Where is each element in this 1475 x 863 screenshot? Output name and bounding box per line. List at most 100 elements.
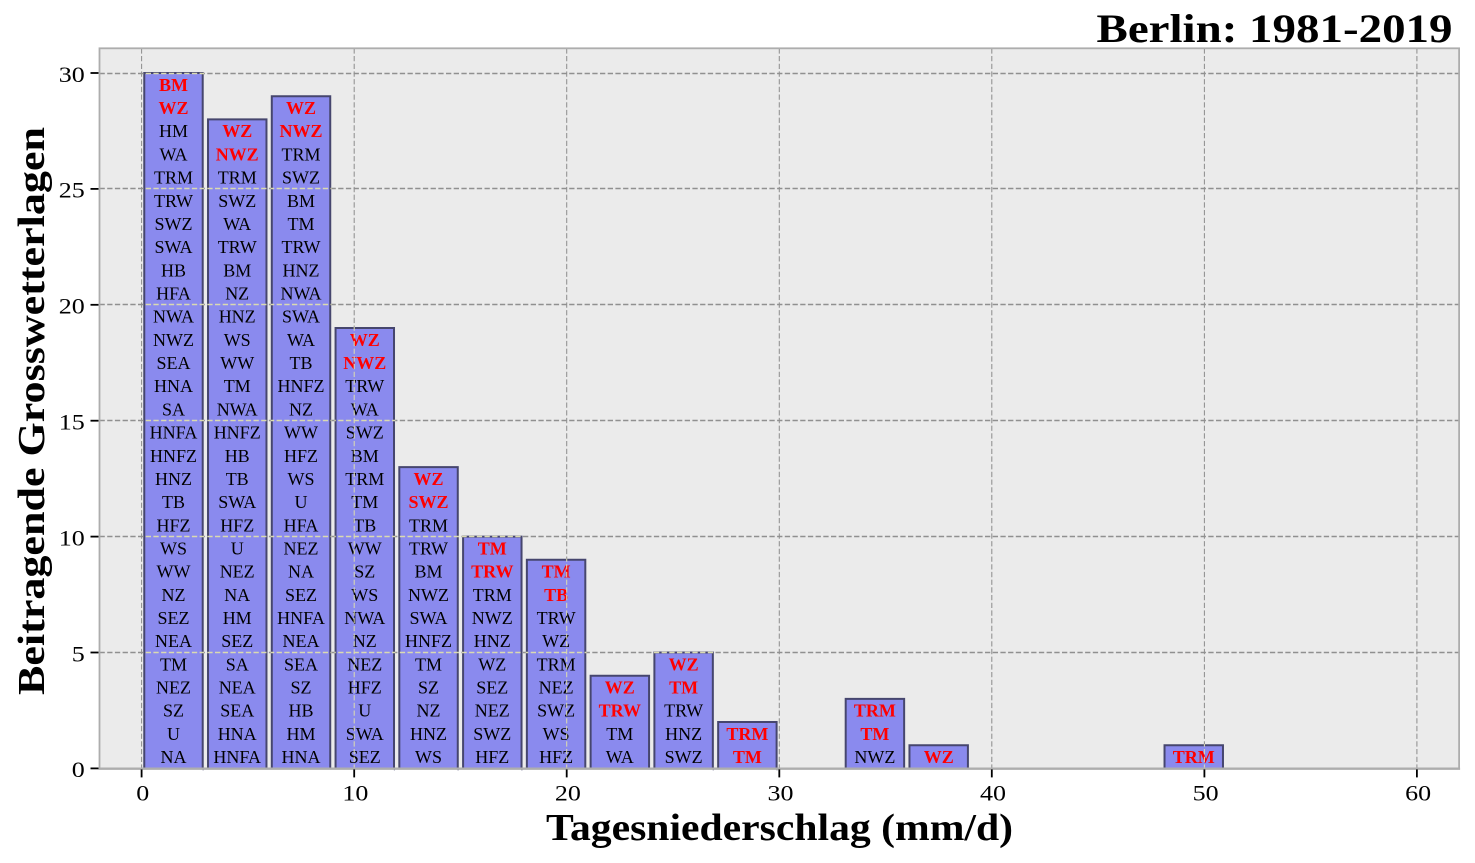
svg-text:SZ: SZ bbox=[163, 701, 184, 721]
svg-text:HNFA: HNFA bbox=[150, 423, 198, 443]
svg-text:NEZ: NEZ bbox=[156, 678, 191, 698]
svg-text:WS: WS bbox=[351, 585, 378, 605]
svg-text:U: U bbox=[295, 492, 308, 512]
svg-text:WZ: WZ bbox=[924, 747, 954, 767]
svg-text:BM: BM bbox=[159, 75, 188, 95]
svg-text:TM: TM bbox=[733, 747, 762, 767]
svg-text:SEZ: SEZ bbox=[157, 608, 189, 628]
svg-text:0: 0 bbox=[72, 757, 85, 782]
svg-text:SZ: SZ bbox=[290, 678, 311, 698]
svg-text:SWZ: SWZ bbox=[537, 701, 575, 721]
svg-text:SWZ: SWZ bbox=[282, 168, 320, 188]
svg-text:WA: WA bbox=[606, 747, 634, 767]
svg-text:NZ: NZ bbox=[353, 631, 377, 651]
svg-text:NWA: NWA bbox=[217, 399, 258, 419]
svg-text:NA: NA bbox=[161, 747, 187, 767]
svg-text:WA: WA bbox=[160, 144, 188, 164]
svg-text:NEZ: NEZ bbox=[284, 539, 319, 559]
svg-text:HFZ: HFZ bbox=[156, 515, 190, 535]
svg-text:NZ: NZ bbox=[417, 701, 441, 721]
svg-text:TRM: TRM bbox=[473, 585, 512, 605]
svg-text:HNA: HNA bbox=[282, 747, 321, 767]
svg-text:TRM: TRM bbox=[1173, 747, 1215, 767]
svg-text:10: 10 bbox=[342, 780, 368, 805]
svg-text:SWA: SWA bbox=[282, 307, 320, 327]
svg-text:TM: TM bbox=[860, 724, 889, 744]
svg-text:WZ: WZ bbox=[158, 98, 188, 118]
svg-text:HNZ: HNZ bbox=[410, 724, 447, 744]
svg-text:TRM: TRM bbox=[281, 144, 320, 164]
svg-text:SEZ: SEZ bbox=[285, 585, 317, 605]
svg-text:NZ: NZ bbox=[225, 284, 249, 304]
svg-text:SWZ: SWZ bbox=[155, 214, 193, 234]
svg-text:TRM: TRM bbox=[409, 515, 448, 535]
svg-text:HNZ: HNZ bbox=[665, 724, 702, 744]
svg-text:NA: NA bbox=[224, 585, 250, 605]
svg-text:TRW: TRW bbox=[282, 237, 321, 257]
svg-text:TRW: TRW bbox=[471, 562, 513, 582]
svg-text:WS: WS bbox=[160, 539, 187, 559]
svg-text:SA: SA bbox=[162, 399, 185, 419]
svg-text:SA: SA bbox=[226, 654, 249, 674]
svg-text:HM: HM bbox=[286, 724, 315, 744]
svg-text:WS: WS bbox=[288, 469, 315, 489]
svg-text:NEZ: NEZ bbox=[220, 562, 255, 582]
svg-text:WS: WS bbox=[415, 747, 442, 767]
svg-text:BM: BM bbox=[223, 260, 251, 280]
svg-text:NA: NA bbox=[288, 562, 314, 582]
svg-text:HNZ: HNZ bbox=[155, 469, 192, 489]
svg-text:SWA: SWA bbox=[154, 237, 192, 257]
svg-text:WZ: WZ bbox=[542, 631, 570, 651]
svg-text:SZ: SZ bbox=[418, 678, 439, 698]
svg-text:TRW: TRW bbox=[154, 191, 193, 211]
svg-text:TRM: TRM bbox=[154, 168, 193, 188]
svg-text:U: U bbox=[358, 701, 371, 721]
svg-text:WZ: WZ bbox=[222, 121, 252, 141]
svg-text:HFZ: HFZ bbox=[220, 515, 254, 535]
svg-text:WZ: WZ bbox=[605, 678, 635, 698]
svg-text:SEA: SEA bbox=[156, 353, 190, 373]
svg-text:TRW: TRW bbox=[599, 701, 641, 721]
svg-text:HFZ: HFZ bbox=[348, 678, 382, 698]
svg-text:NWA: NWA bbox=[153, 307, 194, 327]
svg-text:SWA: SWA bbox=[346, 724, 384, 744]
svg-text:SWZ: SWZ bbox=[218, 191, 256, 211]
svg-text:20: 20 bbox=[59, 294, 85, 319]
svg-text:SWZ: SWZ bbox=[473, 724, 511, 744]
svg-text:SEZ: SEZ bbox=[349, 747, 381, 767]
svg-text:WS: WS bbox=[224, 330, 251, 350]
svg-text:TRM: TRM bbox=[726, 724, 768, 744]
svg-text:30: 30 bbox=[768, 780, 794, 805]
svg-text:HFZ: HFZ bbox=[539, 747, 573, 767]
svg-text:5: 5 bbox=[72, 641, 85, 666]
svg-text:TB: TB bbox=[289, 353, 312, 373]
svg-text:60: 60 bbox=[1405, 780, 1431, 805]
svg-text:HFA: HFA bbox=[284, 515, 319, 535]
svg-text:SEA: SEA bbox=[284, 654, 318, 674]
svg-text:SWZ: SWZ bbox=[665, 747, 703, 767]
svg-text:SEZ: SEZ bbox=[476, 678, 508, 698]
svg-text:30: 30 bbox=[59, 62, 85, 87]
svg-text:NEA: NEA bbox=[283, 631, 320, 651]
svg-text:NWA: NWA bbox=[344, 608, 385, 628]
svg-text:WS: WS bbox=[543, 724, 570, 744]
svg-text:WZ: WZ bbox=[413, 469, 443, 489]
svg-text:NWZ: NWZ bbox=[153, 330, 194, 350]
svg-text:NWZ: NWZ bbox=[279, 121, 322, 141]
svg-text:NEA: NEA bbox=[155, 631, 192, 651]
svg-text:SEZ: SEZ bbox=[221, 631, 253, 651]
svg-text:TRW: TRW bbox=[345, 376, 384, 396]
svg-text:HNZ: HNZ bbox=[219, 307, 256, 327]
svg-text:HM: HM bbox=[159, 121, 188, 141]
svg-text:TM: TM bbox=[542, 562, 571, 582]
svg-text:WA: WA bbox=[223, 214, 251, 234]
svg-text:TB: TB bbox=[226, 469, 249, 489]
svg-text:HB: HB bbox=[161, 260, 186, 280]
svg-text:WA: WA bbox=[287, 330, 315, 350]
svg-text:BM: BM bbox=[351, 446, 379, 466]
svg-text:NWZ: NWZ bbox=[343, 353, 386, 373]
svg-text:HFA: HFA bbox=[156, 284, 191, 304]
svg-text:BM: BM bbox=[414, 562, 442, 582]
svg-text:TM: TM bbox=[224, 376, 251, 396]
svg-text:TRW: TRW bbox=[218, 237, 257, 257]
